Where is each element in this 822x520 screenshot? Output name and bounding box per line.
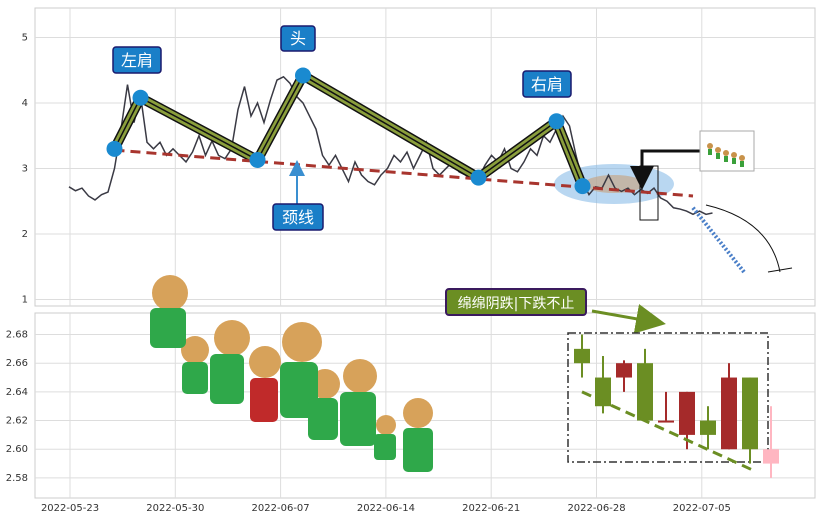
callout-right-shoulder-text: 右肩 xyxy=(531,75,563,94)
x-tick-label: 2022-05-30 xyxy=(146,503,204,514)
bottom-y-tick-label: 2.68 xyxy=(6,330,28,341)
x-tick-label: 2022-06-14 xyxy=(357,503,415,514)
x-tick-label: 2022-06-28 xyxy=(567,503,625,514)
top-plot-area xyxy=(34,7,816,307)
bottom-y-tick-label: 2.62 xyxy=(6,416,28,427)
top-y-tick-label: 4 xyxy=(22,98,28,109)
candle-body xyxy=(616,363,632,378)
x-axis-ticks: 2022-05-23 2022-05-30 2022-06-07 2022-06-14… xyxy=(41,503,731,514)
bottom-panel: 2.582.602.622.642.662.68 2022-05-23 2022-… xyxy=(6,275,816,514)
callout-neckline: 颈线 xyxy=(272,203,324,231)
candlestick-series xyxy=(574,334,779,478)
pattern-marker xyxy=(470,169,487,186)
dog-stickers-group xyxy=(150,275,433,472)
candles-frame xyxy=(567,332,769,463)
projection-arc xyxy=(705,204,781,273)
x-tick-label: 2022-06-07 xyxy=(252,503,310,514)
callout-neckline-text: 颈线 xyxy=(282,208,314,227)
bottom-y-tick-label: 2.66 xyxy=(6,358,28,369)
pattern-marker xyxy=(249,151,266,168)
candle-body xyxy=(742,377,758,450)
top-y-tick-label: 2 xyxy=(22,229,28,240)
warning-label: 绵绵阴跌|下跌不止 xyxy=(445,288,587,316)
bottom-y-ticks: 2.58 2.60 2.62 2.64 2.66 2.68 xyxy=(6,330,28,484)
top-y-tick-label: 3 xyxy=(22,163,28,174)
pointer-arrow xyxy=(630,149,700,190)
pattern-marker xyxy=(548,113,565,130)
top-panel: 1 2 3 4 5 左肩 xyxy=(22,7,816,307)
x-tick-label: 2022-07-05 xyxy=(673,503,731,514)
callout-head-text: 头 xyxy=(290,29,306,48)
candle-body xyxy=(574,348,590,364)
dog-sticker-small xyxy=(699,130,755,172)
bottom-y-tick-label: 2.60 xyxy=(6,444,28,455)
bottom-y-tick-label: 2.58 xyxy=(6,473,28,484)
bottom-y-tick-label: 2.64 xyxy=(6,387,28,398)
warning-label-text: 绵绵阴跌|下跌不止 xyxy=(458,295,575,312)
candle-body xyxy=(763,449,779,464)
top-y-ticks: 1 2 3 4 5 xyxy=(22,32,28,305)
candle-body xyxy=(658,420,674,423)
callout-right-shoulder: 右肩 xyxy=(522,70,572,98)
pattern-marker xyxy=(574,178,591,195)
candle-body xyxy=(679,391,695,435)
x-tick-label: 2022-05-23 xyxy=(41,503,99,514)
callout-left-shoulder-text: 左肩 xyxy=(121,51,153,70)
pattern-marker xyxy=(106,140,123,157)
pattern-marker xyxy=(132,89,149,106)
projection-arrow xyxy=(691,206,747,275)
warning-arrow xyxy=(591,304,666,334)
price-line xyxy=(68,75,713,216)
top-y-tick-label: 5 xyxy=(22,32,28,43)
candle-body xyxy=(721,377,737,450)
top-y-tick-label: 1 xyxy=(22,294,28,305)
pattern-markers xyxy=(106,67,591,195)
callout-head: 头 xyxy=(280,25,316,52)
projection-tip xyxy=(767,267,793,273)
pattern-marker xyxy=(295,67,311,84)
neckline xyxy=(114,148,694,198)
callout-left-shoulder: 左肩 xyxy=(112,46,162,74)
candle-body xyxy=(637,363,653,421)
x-tick-label: 2022-06-21 xyxy=(462,503,520,514)
candle-body xyxy=(700,420,716,435)
